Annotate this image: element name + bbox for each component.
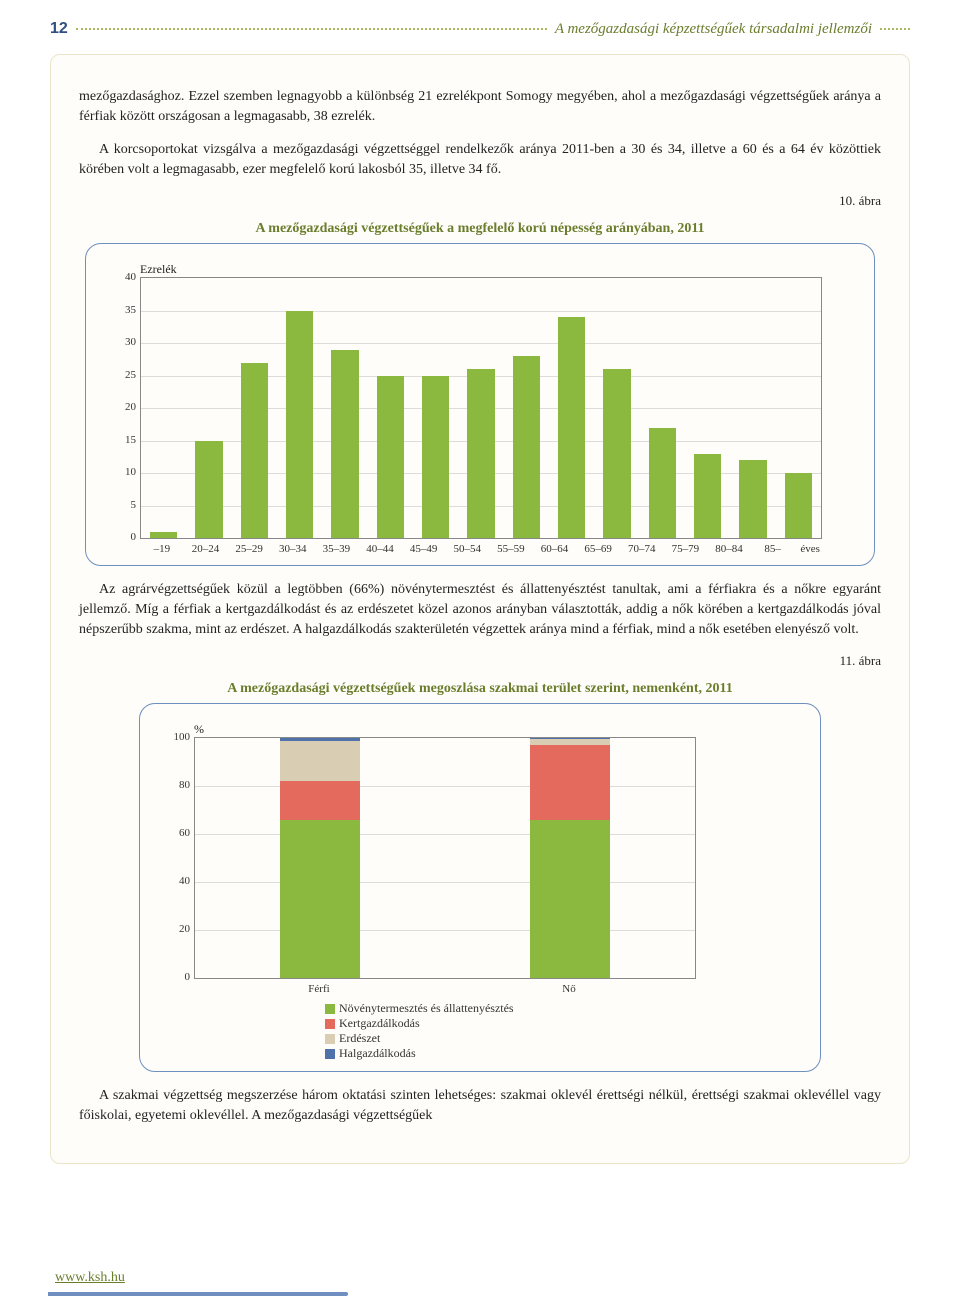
legend-label: Növénytermesztés és állattenyésztés: [339, 1001, 514, 1015]
chart-10-bar: [241, 363, 268, 539]
chart-11-bar: [280, 738, 360, 978]
chart-11-segment: [280, 741, 360, 782]
paragraph-d: A szakmai végzettség megszerzése három o…: [79, 1086, 881, 1125]
chart-11-xtick: Nő: [444, 983, 694, 995]
header-dots-left: [76, 28, 547, 30]
content-box: mezőgazdasághoz. Ezzel szemben legnagyob…: [50, 54, 910, 1164]
chart-10-xtick: 80–84: [707, 543, 751, 555]
chart-11-segment: [530, 738, 610, 739]
chart-11-ytick: 20: [179, 923, 190, 935]
figure-11-title: A mezőgazdasági végzettségűek megoszlása…: [79, 681, 881, 697]
chart-11: % 0 20 40 60 80 100 FérfiNő Növénytermesztés és …: [158, 722, 802, 1061]
figure-10-title: A mezőgazdasági végzettségűek a megfelel…: [79, 221, 881, 237]
paragraph-c: Az agrárvégzettségűek közül a legtöbben …: [79, 580, 881, 639]
chart-10-ytick: 30: [125, 336, 136, 348]
chart-10-bar: [649, 428, 676, 539]
chart-10-xtick: 50–54: [445, 543, 489, 555]
legend-swatch: [325, 1049, 335, 1059]
footer-baseline: [48, 1292, 348, 1296]
chart-11-segment: [530, 739, 610, 745]
chart-10-ytick: 40: [125, 271, 136, 283]
chart-11-legend: Növénytermesztés és állattenyésztésKertg…: [319, 1001, 802, 1061]
legend-swatch: [325, 1004, 335, 1014]
chart-11-segment: [280, 738, 360, 740]
chart-11-ytick: 80: [179, 779, 190, 791]
chart-10-xtick: 85–: [751, 543, 795, 555]
chart-10-bar: [331, 350, 358, 539]
chart-10-ytick: 25: [125, 369, 136, 381]
chart-10-xtick: 60–64: [533, 543, 577, 555]
chart-11-bar: [530, 738, 610, 978]
chart-11-xtick: Férfi: [194, 983, 444, 995]
header-title: A mezőgazdasági képzettségűek társadalmi…: [555, 21, 872, 38]
chart-10-bar: [467, 369, 494, 538]
chart-10-xtick: 25–29: [227, 543, 271, 555]
chart-11-y-axis-label: %: [194, 722, 802, 737]
chart-10-bar: [377, 376, 404, 539]
chart-11-ytick: 100: [174, 731, 191, 743]
chart-10-frame: Ezrelék 0 5 10 15 20 25 30 35 40 –1920–2425–2930–3…: [85, 243, 875, 566]
chart-10-xtick: 75–79: [664, 543, 708, 555]
chart-10-xtick: 65–69: [576, 543, 620, 555]
chart-10-plot: [140, 277, 822, 539]
chart-10-bar: [603, 369, 630, 538]
chart-10-xtick: 30–34: [271, 543, 315, 555]
page-number: 12: [50, 20, 68, 38]
chart-10-ytick: 10: [125, 466, 136, 478]
legend-swatch: [325, 1019, 335, 1029]
chart-10-xtick: 55–59: [489, 543, 533, 555]
legend-label: Halgazdálkodás: [339, 1046, 416, 1060]
chart-10-bar: [422, 376, 449, 539]
chart-10-bar: [150, 532, 177, 539]
chart-10-xtick: –19: [140, 543, 184, 555]
chart-10-ytick: 5: [131, 499, 137, 511]
chart-10-bar: [286, 311, 313, 539]
header-dots-right: [880, 28, 910, 30]
legend-label: Kertgazdálkodás: [339, 1016, 420, 1030]
chart-11-plot: [194, 737, 696, 979]
chart-10-ytick: 0: [131, 531, 137, 543]
chart-10-bar: [195, 441, 222, 539]
chart-11-segment: [530, 820, 610, 978]
chart-10-y-axis-label: Ezrelék: [140, 262, 856, 277]
chart-10-bar: [558, 317, 585, 538]
chart-10-xtick: 45–49: [402, 543, 446, 555]
chart-11-segment: [280, 781, 360, 819]
chart-11-ytick: 40: [179, 875, 190, 887]
chart-10-xtick: 40–44: [358, 543, 402, 555]
page-header: 12 A mezőgazdasági képzettségűek társada…: [0, 0, 960, 38]
chart-10-bar: [513, 356, 540, 538]
chart-10-xtick: 20–24: [184, 543, 228, 555]
chart-10-ytick: 35: [125, 304, 136, 316]
chart-10-xtick: 70–74: [620, 543, 664, 555]
figure-10-label: 10. ábra: [79, 193, 881, 209]
footer-link[interactable]: www.ksh.hu: [55, 1270, 125, 1286]
chart-11-segment: [280, 820, 360, 978]
chart-10-x-suffix: éves: [800, 543, 820, 555]
chart-10: Ezrelék 0 5 10 15 20 25 30 35 40 –1920–2425–2930–3…: [104, 262, 856, 555]
figure-11-label: 11. ábra: [79, 653, 881, 669]
chart-10-bar: [739, 460, 766, 538]
chart-11-frame: % 0 20 40 60 80 100 FérfiNő Növénytermesztés és …: [139, 703, 821, 1072]
chart-10-bar: [694, 454, 721, 539]
chart-10-ytick: 15: [125, 434, 136, 446]
paragraph-b: A korcsoportokat vizsgálva a mezőgazdasá…: [79, 140, 881, 179]
chart-10-bar: [785, 473, 812, 538]
legend-label: Erdészet: [339, 1031, 380, 1045]
chart-11-ytick: 60: [179, 827, 190, 839]
chart-11-segment: [530, 745, 610, 819]
chart-11-ytick: 0: [185, 971, 191, 983]
chart-10-ytick: 20: [125, 401, 136, 413]
paragraph-a: mezőgazdasághoz. Ezzel szemben legnagyob…: [79, 87, 881, 126]
chart-10-xtick: 35–39: [315, 543, 359, 555]
legend-swatch: [325, 1034, 335, 1044]
